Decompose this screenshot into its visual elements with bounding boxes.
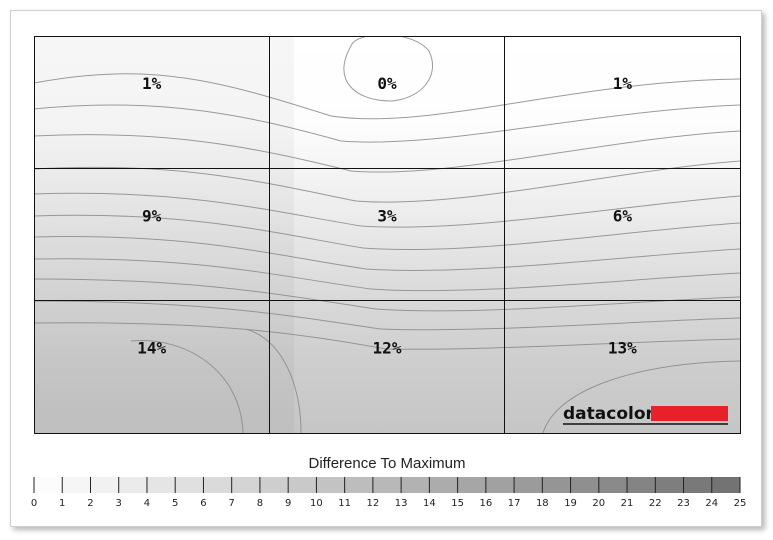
colorbar-segment: [401, 477, 430, 493]
colorbar-tick-label: 2: [87, 498, 93, 509]
brand-accent-bar: [651, 406, 728, 421]
chart-frame: 1% 0% 1% 9% 3% 6% 14% 12% 13% datacolor Differen…: [10, 10, 762, 527]
contour-line: [34, 236, 740, 271]
colorbar-tick-label: 1: [59, 498, 65, 509]
left-warm-shade: [34, 36, 294, 433]
colorbar-segment: [683, 477, 713, 493]
contour-line: [245, 328, 302, 433]
contour-line: [34, 73, 740, 120]
contour-line: [34, 258, 740, 292]
colorbar-tick-label: 5: [172, 498, 178, 509]
colorbar-tick-label: 6: [200, 498, 206, 509]
colorbar-segment: [175, 477, 204, 493]
colorbar-tick-label: 9: [285, 498, 291, 509]
colorbar-tick-label: 24: [705, 498, 718, 509]
contour-line: [34, 214, 740, 251]
contour-line: [34, 322, 740, 350]
colorbar-segment: [34, 477, 63, 493]
colorbar-segment: [90, 477, 120, 493]
colorbar-tick-label: 21: [621, 498, 634, 509]
colorbar-tick-label: 18: [536, 498, 549, 509]
legend-title: Difference To Maximum: [308, 455, 465, 472]
contour-line: [34, 160, 740, 203]
colorbar-segment: [146, 477, 176, 493]
colorbar-segment: [259, 477, 289, 493]
colorbar-tick-label: 3: [116, 498, 122, 509]
colorbar-tick-labels: 0 1 2 3 4 5 6 7 8 9 10 11 12 13 14 15 16 17 18 19 20 21 22 23 24…: [31, 498, 747, 509]
cell-label-r0-c0: 1%: [142, 74, 162, 93]
colorbar-tick-label: 8: [257, 498, 263, 509]
brand-name: datacolor: [563, 404, 655, 424]
colorbar-tick-label: 17: [508, 498, 521, 509]
cell-label-r2-c0: 14%: [137, 339, 166, 358]
colorbar-segment: [118, 477, 148, 493]
colorbar: [33, 477, 741, 493]
cell-label-r1-c1: 3%: [377, 206, 397, 225]
colorbar-tick-label: 16: [479, 498, 492, 509]
colorbar-tick-label: 13: [395, 498, 408, 509]
colorbar-tick-label: 7: [228, 498, 234, 509]
colorbar-tick-label: 15: [451, 498, 464, 509]
colorbar-segment: [231, 477, 261, 493]
colorbar-segment: [485, 477, 515, 493]
cell-labels: 1% 0% 1% 9% 3% 6% 14% 12% 13%: [137, 74, 637, 358]
colorbar-segment: [627, 477, 656, 493]
colorbar-segment: [288, 477, 317, 493]
colorbar-segment: [457, 477, 487, 493]
colorbar-tick-label: 22: [649, 498, 662, 509]
colorbar-tick-label: 4: [144, 498, 150, 509]
colorbar-tick-label: 11: [338, 498, 351, 509]
contour-line: [34, 130, 740, 173]
contour-line: [34, 192, 740, 228]
colorbar-segment: [542, 477, 572, 493]
colorbar-segment: [203, 477, 233, 493]
colorbar-segment: [655, 477, 685, 493]
datacolor-logo: datacolor: [563, 404, 728, 425]
colorbar-tick-label: 25: [734, 498, 747, 509]
contour-line: [542, 360, 740, 433]
contour-line: [34, 104, 740, 143]
contour-line: [34, 278, 740, 312]
colorbar-segment: [429, 477, 459, 493]
colorbar-tick-label: 23: [677, 498, 690, 509]
colorbar-tick-label: 19: [564, 498, 577, 509]
cell-label-r1-c2: 6%: [613, 206, 633, 225]
cell-label-r1-c0: 9%: [142, 206, 162, 225]
plot-area: [34, 36, 740, 433]
colorbar-segment: [570, 477, 600, 493]
colorbar-segment: [316, 477, 346, 493]
colorbar-tick-label: 12: [367, 498, 380, 509]
contour-line: [34, 300, 740, 331]
colorbar-tick-label: 20: [592, 498, 605, 509]
colorbar-segment: [514, 477, 543, 493]
cell-label-r0-c1: 0%: [377, 74, 397, 93]
colorbar-tick-label: 0: [31, 498, 37, 509]
colorbar-segment: [62, 477, 91, 493]
plot-border: [34, 36, 741, 434]
colorbar-segment: [344, 477, 374, 493]
cell-label-r2-c2: 13%: [608, 339, 637, 358]
colorbar-segment: [598, 477, 628, 493]
contour-line: [343, 36, 434, 102]
contour-lines: [34, 36, 740, 433]
colorbar-tick-label: 14: [423, 498, 436, 509]
colorbar-tick-label: 10: [310, 498, 323, 509]
cell-label-r2-c1: 12%: [373, 339, 402, 358]
colorbar-segment: [372, 477, 402, 493]
contour-line: [130, 340, 244, 433]
colorbar-segment: [711, 477, 741, 493]
uniformity-chart: 1% 0% 1% 9% 3% 6% 14% 12% 13% datacolor Differen…: [31, 36, 747, 509]
grid: [34, 36, 741, 434]
cell-label-r0-c2: 1%: [613, 74, 633, 93]
